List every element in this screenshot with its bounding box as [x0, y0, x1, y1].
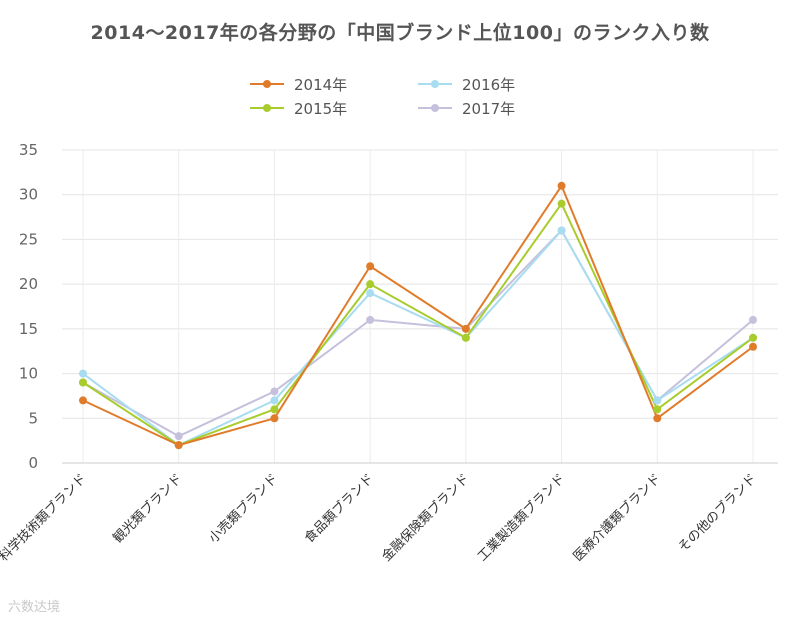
- x-tick-label: 小売類ブランド: [206, 471, 282, 547]
- chart-title: 2014〜2017年の各分野の「中国ブランド上位100」のランク入り数: [90, 22, 710, 44]
- series-line-2015年: [82, 202, 754, 447]
- data-point: [749, 315, 757, 324]
- data-point: [461, 324, 470, 333]
- y-tick-label: 10: [19, 365, 38, 383]
- data-point: [653, 405, 662, 414]
- data-point: [366, 262, 375, 271]
- legend: 2014年 2015年 2016年 2017年: [250, 76, 515, 118]
- data-point: [79, 396, 87, 405]
- data-point: [270, 414, 279, 423]
- x-tick-label: 医療介護類ブランド: [570, 471, 664, 565]
- legend-marker: [263, 104, 271, 112]
- legend-marker: [431, 80, 439, 88]
- data-point: [270, 387, 279, 396]
- y-tick-label: 20: [19, 275, 38, 293]
- y-tick-label: 0: [28, 454, 38, 472]
- x-tick-label: 金融保険類ブランド: [379, 471, 473, 565]
- y-tick-label: 30: [19, 186, 38, 204]
- y-tick-label: 25: [19, 230, 38, 248]
- data-point: [557, 181, 566, 190]
- legend-label: 2017年: [462, 100, 515, 118]
- data-point: [270, 405, 279, 414]
- grid-lines: [62, 149, 778, 464]
- data-point: [174, 432, 183, 441]
- x-axis-labels: 科学技術類ブランド 観光類ブランド 小売類ブランド 食品類ブランド 金融保険類ブランド工…: [0, 471, 760, 565]
- data-point: [749, 342, 757, 351]
- y-tick-label: 15: [19, 320, 38, 338]
- data-point: [79, 378, 87, 387]
- x-tick-label: 科学技術類ブランド: [0, 471, 90, 565]
- data-point: [79, 369, 87, 378]
- data-point: [270, 396, 279, 405]
- legend-marker: [263, 80, 271, 88]
- series-line-2014年: [82, 184, 754, 447]
- y-tick-label: 35: [19, 141, 38, 159]
- watermark: 六数达境: [8, 600, 61, 615]
- data-point: [749, 333, 757, 342]
- series-lines: [79, 181, 757, 450]
- legend-label: 2014年: [294, 76, 347, 94]
- legend-label: 2015年: [294, 100, 347, 118]
- y-axis-ticks: 0 5 10 15 20 25 30 35: [19, 141, 38, 472]
- legend-marker: [431, 104, 439, 112]
- data-point: [461, 333, 470, 342]
- data-point: [557, 199, 566, 208]
- data-point: [557, 226, 566, 235]
- data-point: [653, 414, 662, 423]
- legend-label: 2016年: [462, 76, 515, 94]
- y-tick-label: 5: [28, 409, 38, 427]
- x-tick-label: 工業製造類ブランド: [474, 471, 568, 565]
- x-tick-label: 食品類ブランド: [301, 471, 377, 547]
- x-tick-label: その他のブランド: [675, 471, 760, 556]
- series-line-2016年: [82, 229, 754, 447]
- x-tick-label: 観光類ブランド: [110, 471, 186, 547]
- data-point: [653, 396, 662, 405]
- data-point: [366, 289, 375, 298]
- data-point: [366, 280, 375, 289]
- data-point: [366, 315, 375, 324]
- data-point: [174, 441, 183, 450]
